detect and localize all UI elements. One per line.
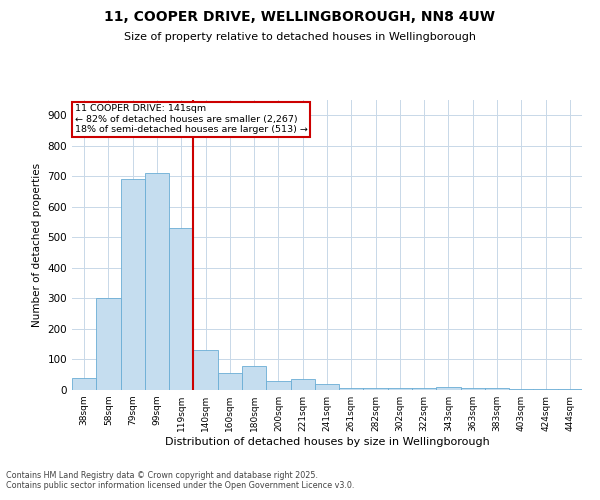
Bar xyxy=(388,388,412,390)
Bar xyxy=(242,366,266,390)
Bar xyxy=(169,228,193,390)
X-axis label: Distribution of detached houses by size in Wellingborough: Distribution of detached houses by size … xyxy=(164,437,490,447)
Bar xyxy=(145,174,169,390)
Bar xyxy=(315,384,339,390)
Text: 11, COOPER DRIVE, WELLINGBOROUGH, NN8 4UW: 11, COOPER DRIVE, WELLINGBOROUGH, NN8 4U… xyxy=(104,10,496,24)
Y-axis label: Number of detached properties: Number of detached properties xyxy=(32,163,42,327)
Bar xyxy=(364,388,388,390)
Bar xyxy=(266,381,290,390)
Bar xyxy=(339,388,364,390)
Bar xyxy=(558,389,582,390)
Bar xyxy=(290,380,315,390)
Bar xyxy=(533,389,558,390)
Bar xyxy=(121,180,145,390)
Text: 11 COOPER DRIVE: 141sqm
← 82% of detached houses are smaller (2,267)
18% of semi: 11 COOPER DRIVE: 141sqm ← 82% of detache… xyxy=(74,104,307,134)
Bar xyxy=(72,378,96,390)
Bar xyxy=(218,373,242,390)
Text: Size of property relative to detached houses in Wellingborough: Size of property relative to detached ho… xyxy=(124,32,476,42)
Bar xyxy=(96,298,121,390)
Bar xyxy=(193,350,218,390)
Bar xyxy=(436,387,461,390)
Bar xyxy=(509,389,533,390)
Bar xyxy=(485,388,509,390)
Bar xyxy=(412,388,436,390)
Text: Contains HM Land Registry data © Crown copyright and database right 2025.
Contai: Contains HM Land Registry data © Crown c… xyxy=(6,470,355,490)
Bar xyxy=(461,388,485,390)
